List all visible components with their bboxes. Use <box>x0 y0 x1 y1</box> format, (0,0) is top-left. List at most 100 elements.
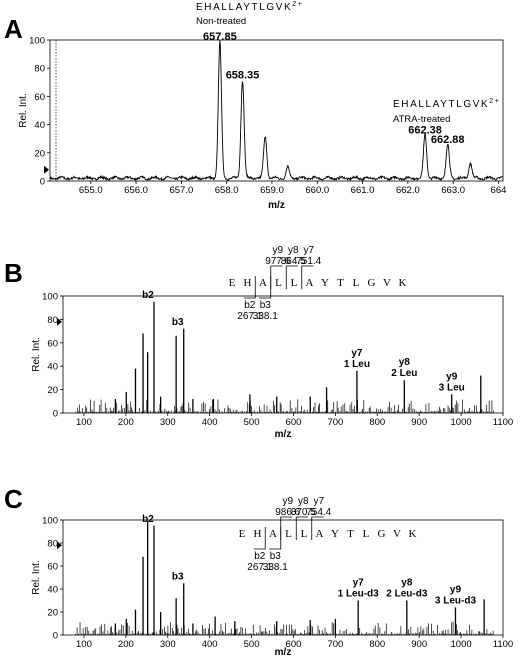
panel-b-b-cleavage-bracket <box>259 276 272 299</box>
panel-c-ion-label: y9 <box>450 584 462 595</box>
panel-c-ion-label: 1 Leu-d3 <box>338 589 380 600</box>
panel-a-xtick-label: 661.0 <box>351 185 375 196</box>
panel-a-charge-label: 2+ <box>489 98 500 105</box>
panel-b-sequence-residue: A <box>259 277 267 289</box>
panel-c-xtick-label: 500 <box>244 639 260 650</box>
panel-a-plot-frame <box>49 39 504 182</box>
panel-a-xtick-label: 658.0 <box>215 185 239 196</box>
panel-c-sequence-residue: V <box>393 528 401 540</box>
panel-c-y-axis-title: Rel. Int. <box>31 560 42 594</box>
panel-a-ytick-label: 60 <box>34 92 45 103</box>
panel-a-peak-label: 658.35 <box>226 69 260 81</box>
panel-c-sequence-residue: H <box>254 528 262 540</box>
panel-b-y-cleavage-bracket <box>301 265 314 289</box>
panel-c-ion-label: y8 <box>401 578 413 589</box>
panel-c-y-cleavage-bracket <box>311 516 324 540</box>
panel-c-sequence-residue: G <box>378 528 386 540</box>
panel-c-x-axis-title: m/z <box>275 647 292 658</box>
panel-c-plot-frame <box>62 519 504 636</box>
panel-c-ytick-label: 80 <box>47 539 58 550</box>
panel-c-ion-label: b3 <box>172 571 184 582</box>
panel-b-b-cleavage-bracket <box>243 276 256 299</box>
panel-c-sequence-residue: L <box>285 528 292 540</box>
panel-b-plot-frame <box>62 295 504 414</box>
panel-b-y-ion-mz: 864.5 <box>281 256 306 267</box>
panel-c-b-ion-name: b3 <box>270 551 282 562</box>
panel-a-ytick-label: 80 <box>34 64 45 75</box>
panel-a-series-line <box>49 39 504 182</box>
panel-a-peak-label: 662.38 <box>408 124 442 136</box>
panel-c-xtick-label: 700 <box>327 639 343 650</box>
panel-c-xtick-label: 900 <box>411 639 427 650</box>
panel-c-b-ion-mz: 338.1 <box>263 562 288 573</box>
panel-b-ion-label: 2 Leu <box>391 368 417 379</box>
panel-c-xtick-label: 300 <box>160 639 176 650</box>
panel-c-ytick-label: 100 <box>42 516 58 527</box>
panel-c-sequence-residue: A <box>316 528 324 540</box>
panel-a-peptide-label-nontreated: EHALLAYTLGVK2+ <box>196 1 303 13</box>
panel-b-sequence-residue: L <box>291 277 298 289</box>
panel-b-xtick-label: 1000 <box>451 417 472 428</box>
panel-a-xtick-label: 659.0 <box>260 185 284 196</box>
panel-b-xtick-label: 800 <box>369 417 385 428</box>
panel-b-xtick-label: 500 <box>244 417 260 428</box>
panel-b-xtick-label: 700 <box>327 417 343 428</box>
panel-b-y-ion-mz: 751.4 <box>296 256 321 267</box>
panel-b-ion-label: b3 <box>172 317 184 328</box>
panel-a-xtick-label: 662.0 <box>396 185 420 196</box>
panel-c-xtick-label: 1100 <box>493 639 513 650</box>
panel-b-ion-label: y8 <box>399 357 411 368</box>
panel-b-x-axis-title: m/z <box>275 429 292 440</box>
panel-b-sequence-residue: L <box>353 277 360 289</box>
panel-c-xtick-label: 100 <box>76 639 92 650</box>
panel-b-sequence-residue: H <box>244 277 252 289</box>
panel-c-y-ion-mz: 754.4 <box>306 507 331 518</box>
panel-b-y-ion-mz: 977.6 <box>265 256 290 267</box>
panel-c-b-ion-mz: 267.1 <box>247 562 272 573</box>
panel-c-xtick-label: 800 <box>369 639 385 650</box>
panel-c-ion-label: 2 Leu-d3 <box>386 589 428 600</box>
panel-b-ytick-label: 20 <box>47 385 58 396</box>
panel-b-sequence-residue: V <box>383 277 391 289</box>
panel-c-sequence-residue: Y <box>331 528 339 540</box>
panel-c-ytick-label: 0 <box>53 631 58 642</box>
panel-b-b-ion-name: b2 <box>244 300 256 311</box>
panel-b-ion-label: 1 Leu <box>344 359 370 370</box>
panel-b-sequence-residue: T <box>337 277 344 289</box>
panel-a-condition-nontreated: Non-treated <box>196 16 246 27</box>
panel-letter-c: C <box>4 484 23 514</box>
panel-b-b-ion-mz: 338.1 <box>253 311 278 322</box>
panel-c-xtick-label: 1000 <box>451 639 472 650</box>
panel-a-xtick-label: 660.0 <box>305 185 329 196</box>
panel-b-xtick-label: 400 <box>202 417 218 428</box>
panel-b-chart: 0 20 40 60 80 100 100 200 300 400 500 600 700 800 900 1… <box>31 245 513 440</box>
panel-a-peak-label: 657.85 <box>203 31 237 43</box>
panel-b-y-ion-name: y9 <box>272 245 283 256</box>
panel-b-ytick-label: 60 <box>47 338 58 349</box>
panel-b-y-marker-icon <box>57 317 62 326</box>
panel-a-ytick-label: 100 <box>29 36 45 47</box>
panel-b-y-axis-title: Rel. Int. <box>31 337 42 371</box>
panel-b-sequence-residue: E <box>229 277 236 289</box>
panel-a-charge-label: 2+ <box>292 1 303 8</box>
panel-c-y-ion-mz: 986.6 <box>275 507 300 518</box>
panel-b-ytick-label: 40 <box>47 362 58 373</box>
panel-a-ytick-label: 40 <box>34 120 45 131</box>
panel-a-ytick-label: 0 <box>40 177 45 188</box>
panel-b-sequence-residue: Y <box>321 277 329 289</box>
panel-b-ion-label: y9 <box>446 371 458 382</box>
panel-c-xtick-label: 400 <box>202 639 218 650</box>
panel-a-peptide-label-atra: EHALLAYTLGVK2+ <box>393 98 500 110</box>
panel-b-y-cleavage-bracket <box>285 265 298 289</box>
panel-a-condition-atra: ATRA-treated <box>393 114 450 125</box>
panel-b-sequence-residue: K <box>399 277 407 289</box>
panel-c-b-ion-name: b2 <box>254 551 266 562</box>
panel-c-y-ion-name: y7 <box>313 496 324 507</box>
panel-c-xtick-label: 600 <box>286 639 302 650</box>
panel-a-xtick-label: 656.0 <box>124 185 148 196</box>
panel-c-sequence-residue: A <box>269 528 277 540</box>
panel-b-ytick-label: 80 <box>47 315 58 326</box>
panel-a-ytick-label: 20 <box>34 148 45 159</box>
panel-c-y-ion-mz: 870.5 <box>291 507 316 518</box>
